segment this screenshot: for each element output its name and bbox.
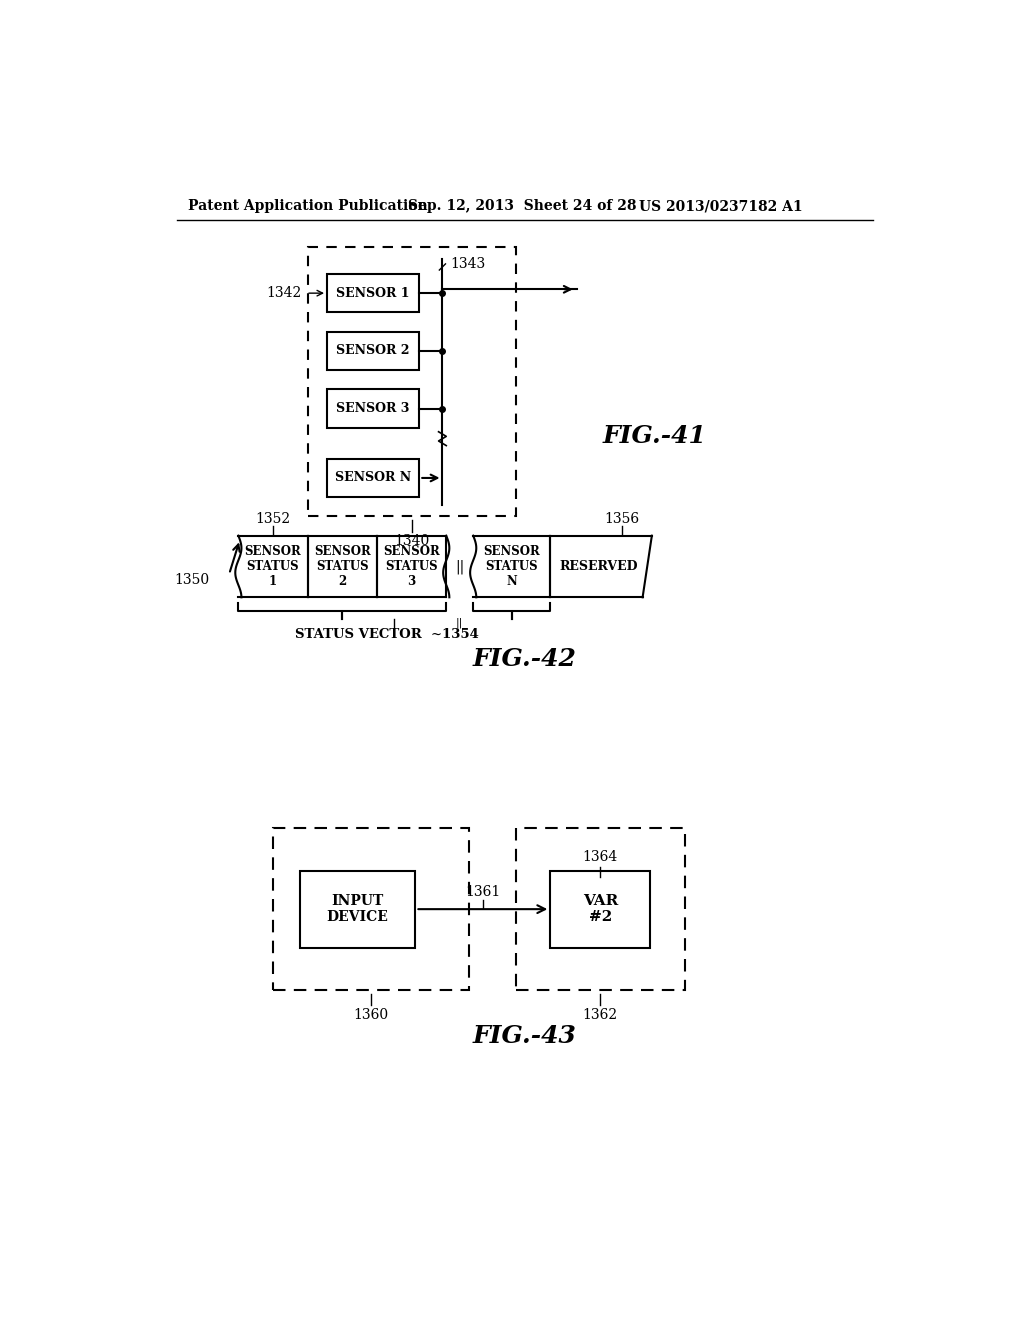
Text: 1352: 1352: [255, 512, 291, 525]
Text: US 2013/0237182 A1: US 2013/0237182 A1: [639, 199, 803, 213]
Text: Patent Application Publication: Patent Application Publication: [188, 199, 428, 213]
Text: 1364: 1364: [583, 850, 617, 863]
Text: 1350: 1350: [175, 573, 210, 587]
Text: ||: ||: [456, 618, 463, 628]
Text: SENSOR 2: SENSOR 2: [336, 345, 410, 358]
Text: 1342: 1342: [266, 286, 301, 300]
Text: RESERVED: RESERVED: [559, 560, 638, 573]
Text: SENSOR
STATUS
3: SENSOR STATUS 3: [383, 545, 440, 587]
Text: ||: ||: [455, 560, 464, 574]
Text: 1340: 1340: [394, 535, 429, 548]
Text: 1343: 1343: [451, 257, 485, 271]
Text: Sep. 12, 2013  Sheet 24 of 28: Sep. 12, 2013 Sheet 24 of 28: [408, 199, 636, 213]
Text: SENSOR 3: SENSOR 3: [337, 403, 410, 416]
Bar: [327, 275, 419, 313]
Bar: [327, 331, 419, 370]
Text: VAR
#2: VAR #2: [583, 894, 617, 924]
Text: SENSOR N: SENSOR N: [335, 471, 412, 484]
Bar: [550, 871, 650, 948]
Bar: [273, 829, 469, 990]
Text: SENSOR
STATUS
N: SENSOR STATUS N: [483, 545, 540, 587]
Bar: [327, 389, 419, 428]
Text: FIG.-43: FIG.-43: [473, 1024, 577, 1048]
Text: SENSOR
STATUS
2: SENSOR STATUS 2: [314, 545, 371, 587]
Bar: [327, 459, 419, 498]
Text: SENSOR
STATUS
1: SENSOR STATUS 1: [245, 545, 301, 587]
Text: 1362: 1362: [583, 1007, 617, 1022]
Bar: [307, 247, 515, 516]
Text: INPUT
DEVICE: INPUT DEVICE: [327, 894, 389, 924]
Text: 1360: 1360: [353, 1007, 389, 1022]
Text: STATUS VECTOR  ~1354: STATUS VECTOR ~1354: [295, 628, 478, 640]
Text: FIG.-42: FIG.-42: [473, 647, 577, 671]
Bar: [300, 871, 416, 948]
Text: SENSOR 1: SENSOR 1: [336, 286, 410, 300]
Bar: [515, 829, 685, 990]
Text: FIG.-41: FIG.-41: [602, 424, 707, 447]
Text: 1361: 1361: [465, 886, 501, 899]
Text: 1356: 1356: [604, 512, 639, 525]
